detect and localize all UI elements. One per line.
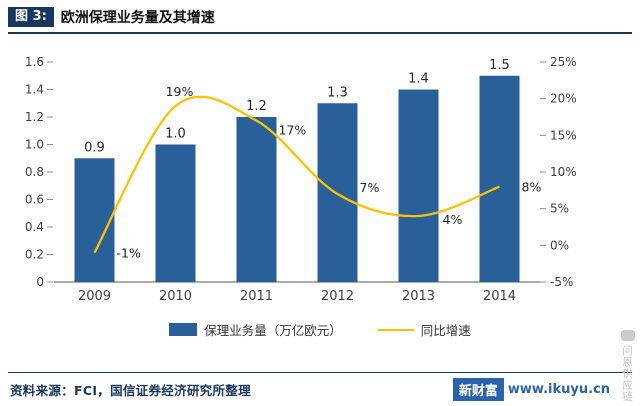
brand-url: www.ikuyu.cn xyxy=(507,382,610,397)
line-swatch xyxy=(377,328,414,331)
x-axis-label: 2013 xyxy=(402,289,435,304)
legend-item-volume: 保理业务量（万亿欧元） xyxy=(169,320,342,339)
figure-title: 欧洲保理业务量及其增速 xyxy=(60,10,215,26)
bar-value-label: 1.2 xyxy=(246,99,267,114)
right-axis-label: 20% xyxy=(550,92,577,106)
bar xyxy=(479,75,520,282)
left-axis-label: 1.2 xyxy=(25,110,44,124)
bar xyxy=(74,158,115,282)
line-value-label: 4% xyxy=(443,212,463,227)
footer-divider xyxy=(8,372,632,373)
right-axis-label: 10% xyxy=(550,165,577,179)
right-axis-label: -5% xyxy=(550,275,573,289)
chart-legend: 保理业务量（万亿欧元） 同比增速 xyxy=(0,320,640,339)
right-axis-label: 15% xyxy=(550,128,577,142)
legend-label-growth: 同比增速 xyxy=(420,323,471,338)
watermark-brand: 新财富 www.ikuyu.cn xyxy=(452,378,610,401)
line-value-label: 7% xyxy=(360,180,380,195)
x-axis-label: 2009 xyxy=(78,289,111,304)
bar-value-label: 0.9 xyxy=(84,140,105,155)
figure-header: 图 3: 欧洲保理业务量及其增速 xyxy=(8,7,632,34)
right-axis-label: 25% xyxy=(550,55,577,69)
bar-value-label: 1.4 xyxy=(408,72,429,87)
bar xyxy=(398,89,439,282)
legend-label-volume: 保理业务量（万亿欧元） xyxy=(204,323,342,338)
left-axis-label: 0.6 xyxy=(25,193,44,207)
bar-value-label: 1.0 xyxy=(165,127,186,142)
vertical-watermark: 问恩供应链 xyxy=(620,330,635,403)
left-axis-label: 0.2 xyxy=(25,248,44,262)
right-axis-label: 5% xyxy=(550,202,569,216)
left-axis-label: 0 xyxy=(36,275,44,289)
chat-bubble-icon xyxy=(620,330,635,341)
line-value-label: 17% xyxy=(279,123,307,138)
bar-value-label: 1.3 xyxy=(327,85,348,100)
combo-chart: 0 0.2 0.4 0.6 0.8 1.0 1.2 1.4 1.6 -5% 0% 5% 10% 15% 20… xyxy=(25,55,577,304)
left-axis-label: 1.6 xyxy=(25,55,44,69)
line-value-label: 19% xyxy=(166,84,194,99)
bar-swatch xyxy=(169,323,198,336)
bar xyxy=(236,117,277,282)
bar xyxy=(317,103,358,282)
legend-item-growth: 同比增速 xyxy=(377,320,471,339)
figure-footer: 资料来源：FCI，国信证券经济研究所整理 新财富 www.ikuyu.cn xyxy=(10,378,610,401)
left-axis-label: 0.8 xyxy=(25,165,44,179)
left-axis-label: 0.4 xyxy=(25,220,44,234)
x-axis-label: 2010 xyxy=(159,289,192,304)
left-axis-label: 1.0 xyxy=(25,138,44,152)
brand-badge: 新财富 xyxy=(452,378,504,401)
right-axis-label: 0% xyxy=(550,238,569,252)
x-axis-label: 2014 xyxy=(483,289,516,304)
line-value-label: -1% xyxy=(117,246,141,261)
vertical-watermark-text: 问恩供应链 xyxy=(621,345,633,403)
left-axis-label: 1.4 xyxy=(25,83,44,97)
source-text: 资料来源：FCI，国信证券经济研究所整理 xyxy=(10,383,251,398)
bar-value-label: 1.5 xyxy=(489,58,510,73)
x-axis-label: 2012 xyxy=(321,289,354,304)
x-axis-label: 2011 xyxy=(240,289,273,304)
figure-tag: 图 3: xyxy=(8,7,54,27)
bar xyxy=(155,144,196,282)
growth-line xyxy=(93,95,500,254)
line-value-label: 8% xyxy=(522,180,542,195)
